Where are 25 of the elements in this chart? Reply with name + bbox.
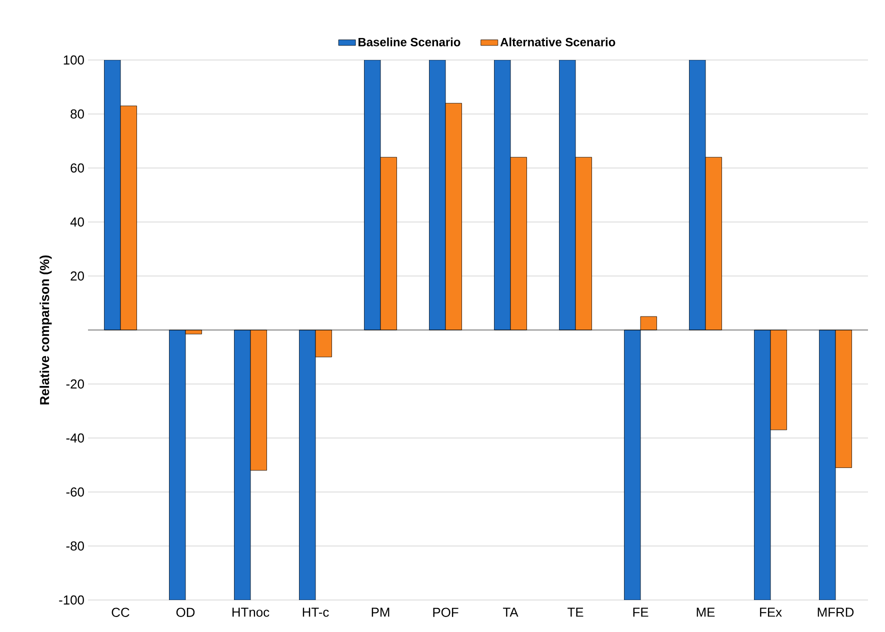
y-axis-title: Relative comparison (%) (40, 255, 52, 404)
y-tick-label: -20 (66, 379, 84, 389)
x-tick-label: ME (696, 608, 715, 617)
x-tick-label: TA (503, 608, 518, 617)
y-tick-label: -80 (66, 541, 84, 551)
x-tick-label: HT-c (302, 608, 329, 617)
y-tick-label: 40 (70, 217, 84, 227)
legend-label: Baseline Scenario (358, 38, 460, 46)
y-tick-label: -100 (59, 595, 84, 605)
x-tick-label: HTnoc (232, 608, 270, 617)
x-tick-label: PM (372, 608, 390, 617)
x-tick-label: FE (633, 608, 648, 617)
y-tick-label: 60 (70, 163, 84, 173)
x-tick-label: POF (433, 608, 458, 617)
x-tick-label: MFRD (818, 608, 854, 617)
y-tick-label: -40 (66, 433, 84, 443)
x-tick-label: CC (112, 608, 130, 617)
x-tick-label: OD (176, 608, 195, 617)
x-tick-label: TE (568, 608, 584, 617)
legend-label: Alternative Scenario (500, 38, 616, 46)
y-tick-label: 80 (70, 109, 84, 119)
x-tick-label: FEx (760, 608, 782, 617)
y-tick-label: 100 (64, 55, 84, 65)
y-tick-label: -60 (66, 487, 84, 497)
y-tick-label: 20 (70, 271, 84, 281)
